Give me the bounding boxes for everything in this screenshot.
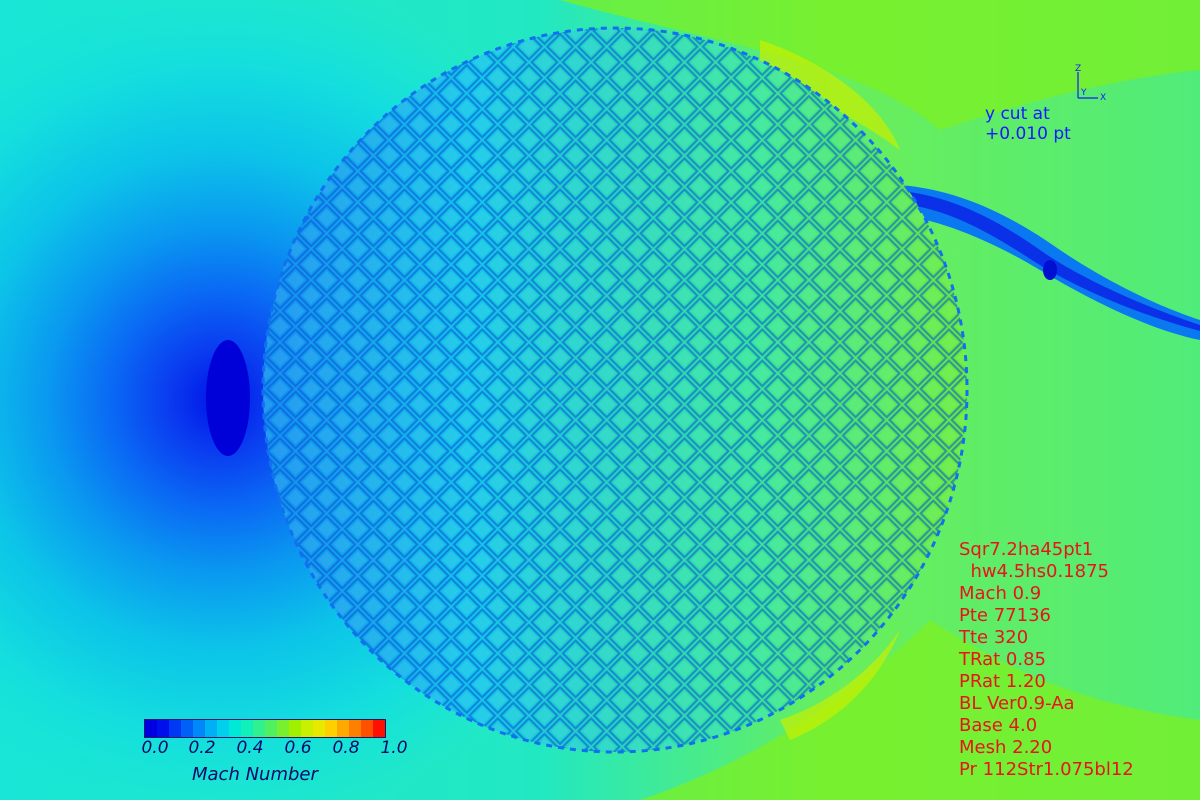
legend-color-swatch bbox=[265, 720, 277, 737]
legend-color-swatch bbox=[289, 720, 301, 737]
legend-color-swatch bbox=[205, 720, 217, 737]
legend-ticks: 0.0 0.2 0.4 0.6 0.8 1.0 bbox=[138, 738, 428, 760]
legend-color-swatch bbox=[181, 720, 193, 737]
legend-color-swatch bbox=[325, 720, 337, 737]
legend-color-swatch bbox=[253, 720, 265, 737]
param-line: Sqr7.2ha45pt1 bbox=[959, 539, 1094, 560]
mach-number-legend: 0.0 0.2 0.4 0.6 0.8 1.0 Mach Number bbox=[138, 716, 428, 796]
axis-x-label: X bbox=[1100, 93, 1106, 103]
legend-tick-label: 0.4 bbox=[236, 738, 264, 758]
run-parameters-panel: Sqr7.2ha45pt1 hw4.5hs0.1875 Mach 0.9 Pte… bbox=[959, 539, 1134, 781]
param-line: BL Ver0.9-Aa bbox=[959, 693, 1075, 714]
legend-color-swatch bbox=[361, 720, 373, 737]
legend-color-swatch bbox=[217, 720, 229, 737]
param-line: Pte 77136 bbox=[959, 605, 1051, 626]
legend-color-swatch bbox=[145, 720, 157, 737]
axis-z-label: Z bbox=[1075, 64, 1081, 74]
legend-color-swatch bbox=[277, 720, 289, 737]
legend-color-swatch bbox=[193, 720, 205, 737]
legend-color-swatch bbox=[169, 720, 181, 737]
legend-tick-label: 0.0 bbox=[141, 738, 169, 758]
legend-tick-label: 0.8 bbox=[332, 738, 360, 758]
param-line: Mesh 2.20 bbox=[959, 737, 1053, 758]
legend-color-swatch bbox=[241, 720, 253, 737]
param-line: Base 4.0 bbox=[959, 715, 1038, 736]
legend-color-swatch bbox=[157, 720, 169, 737]
legend-color-swatch bbox=[349, 720, 361, 737]
cut-label-line-2: +0.010 pt bbox=[985, 124, 1071, 144]
legend-color-swatch bbox=[337, 720, 349, 737]
legend-tick-label: 0.6 bbox=[284, 738, 312, 758]
param-line: TRat 0.85 bbox=[959, 649, 1046, 670]
param-line: PRat 1.20 bbox=[959, 671, 1046, 692]
cut-label-line-1: y cut at bbox=[985, 104, 1050, 124]
param-line: Pr 112Str1.075bl12 bbox=[959, 759, 1134, 780]
legend-color-swatch bbox=[313, 720, 325, 737]
legend-color-swatch bbox=[301, 720, 313, 737]
legend-color-swatch bbox=[229, 720, 241, 737]
legend-title: Mach Number bbox=[192, 764, 318, 785]
legend-tick-label: 0.2 bbox=[188, 738, 216, 758]
param-line: Mach 0.9 bbox=[959, 583, 1042, 604]
param-line: hw4.5hs0.1875 bbox=[959, 561, 1109, 582]
axis-y-label: Y bbox=[1080, 88, 1087, 98]
param-line: Tte 320 bbox=[959, 627, 1029, 648]
color-scale-bar bbox=[144, 719, 386, 738]
legend-tick-label: 1.0 bbox=[380, 738, 408, 758]
legend-color-swatch bbox=[373, 720, 385, 737]
cut-location-label: y cut at +0.010 pt bbox=[985, 104, 1071, 144]
axis-triad-icon: Z Y X bbox=[1075, 64, 1106, 103]
